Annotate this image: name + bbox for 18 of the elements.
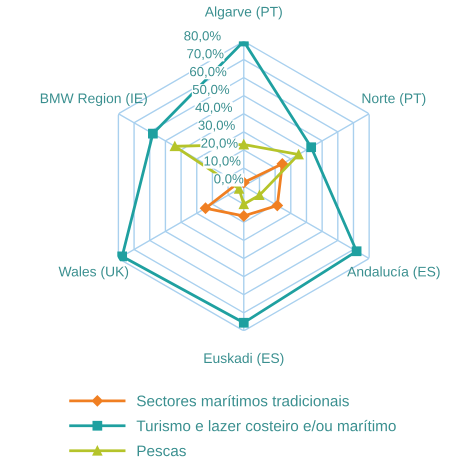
spoke-label: Wales (UK)	[58, 266, 128, 280]
spoke-label: BMW Region (IE)	[40, 93, 147, 106]
y-tick-label: 10,0%	[204, 156, 240, 168]
y-tick-label: 60,0%	[190, 66, 226, 78]
y-tick-label: 40,0%	[195, 102, 232, 114]
y-tick-label: 80,0%	[184, 31, 221, 42]
spoke-label: Norte (PT)	[362, 93, 426, 106]
y-tick-label: 0,0%	[214, 174, 244, 186]
legend-label: Sectores marítimos tradicionais	[137, 394, 349, 406]
y-tick-label: 20,0%	[201, 138, 238, 150]
y-tick-label: 30,0%	[198, 120, 235, 132]
legend-label: Turismo e lazer costeiro e/ou marítimo	[136, 420, 396, 432]
legend-label: Pescas	[138, 446, 186, 456]
y-tick-label: 70,0%	[187, 49, 224, 60]
y-tick-label: 50,0%	[192, 84, 230, 96]
spoke-label: Algarve (PT)	[204, 6, 282, 20]
spoke-label: Andalucía (ES)	[347, 266, 440, 280]
spoke-label: Euskadi (ES)	[204, 352, 284, 366]
